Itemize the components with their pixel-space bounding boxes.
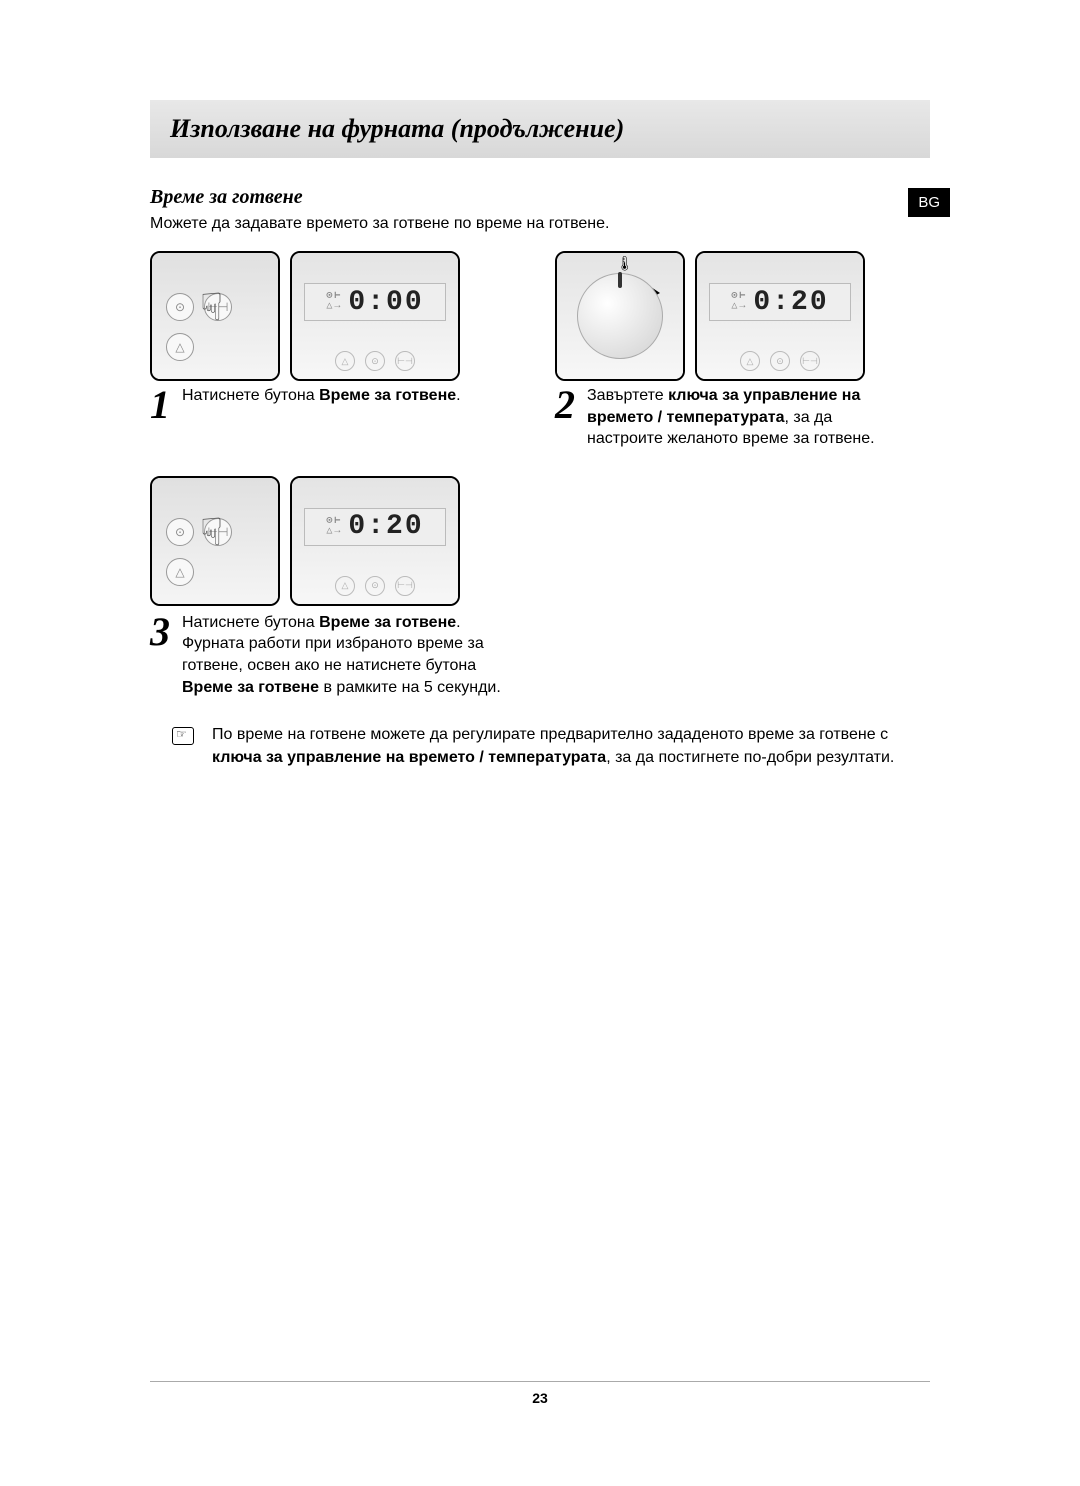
display-illus-1: ⊙⊢△→ 0:00 △ ⊙ ⊢⊣ <box>290 251 460 381</box>
note: По време на готвене можете да регулирате… <box>172 724 930 769</box>
pointing-hand-icon: ☟ <box>200 285 223 330</box>
step-number: 1 <box>150 385 170 425</box>
intro-text: Можете да задавате времето за готвене по… <box>150 215 930 233</box>
display-readout-3: ⊙⊢△→ 0:20 <box>304 508 446 546</box>
display-readout-1: ⊙⊢△→ 0:00 <box>304 283 446 321</box>
illustration-row-2: ⊙ ⊢⊣ △ ☟ ⊙⊢△→ 0:20 △ ⊙ ⊢⊣ <box>150 476 930 606</box>
page-title-bar: Използване на фурната (продължение) <box>150 100 930 158</box>
section-header: Време за готвене <box>150 186 930 209</box>
pointing-hand-icon: ☟ <box>200 510 223 555</box>
manual-page: Използване на фурната (продължение) BG В… <box>0 0 1080 819</box>
language-tab: BG <box>908 188 950 217</box>
panel-buttons-illus-2: ⊙ ⊢⊣ △ ☟ <box>150 476 280 606</box>
step-2: 2 Завъртете ключа за управление на време… <box>555 385 930 450</box>
step-number: 3 <box>150 612 170 652</box>
step-text: Натиснете бутона Време за готвене. <box>182 385 461 407</box>
step-3: 3 Натиснете бутона Време за готвене. Фур… <box>150 612 930 698</box>
display-illus-3: ⊙⊢△→ 0:20 △ ⊙ ⊢⊣ <box>290 476 460 606</box>
dial-illus: 🌡 <box>555 251 685 381</box>
note-text: По време на готвене можете да регулирате… <box>212 724 930 769</box>
display-readout-2: ⊙⊢△→ 0:20 <box>709 283 851 321</box>
note-icon <box>172 727 194 745</box>
page-title: Използване на фурната (продължение) <box>170 114 910 144</box>
panel-buttons-illus-1: ⊙ ⊢⊣ △ ☟ <box>150 251 280 381</box>
step-1: 1 Натиснете бутона Време за готвене. <box>150 385 525 425</box>
steps-row-1: 1 Натиснете бутона Време за готвене. 2 З… <box>150 385 930 476</box>
page-footer: 23 <box>150 1381 930 1406</box>
section-title: Време за готвене <box>150 186 303 209</box>
page-number: 23 <box>532 1390 548 1406</box>
display-illus-2: ⊙⊢△→ 0:20 △ ⊙ ⊢⊣ <box>695 251 865 381</box>
step-text: Натиснете бутона Време за готвене. Фурна… <box>182 612 512 698</box>
step-number: 2 <box>555 385 575 425</box>
illustration-row-1: ⊙ ⊢⊣ △ ☟ ⊙⊢△→ 0:00 △ ⊙ <box>150 251 930 381</box>
step-text: Завъртете ключа за управление на времето… <box>587 385 887 450</box>
